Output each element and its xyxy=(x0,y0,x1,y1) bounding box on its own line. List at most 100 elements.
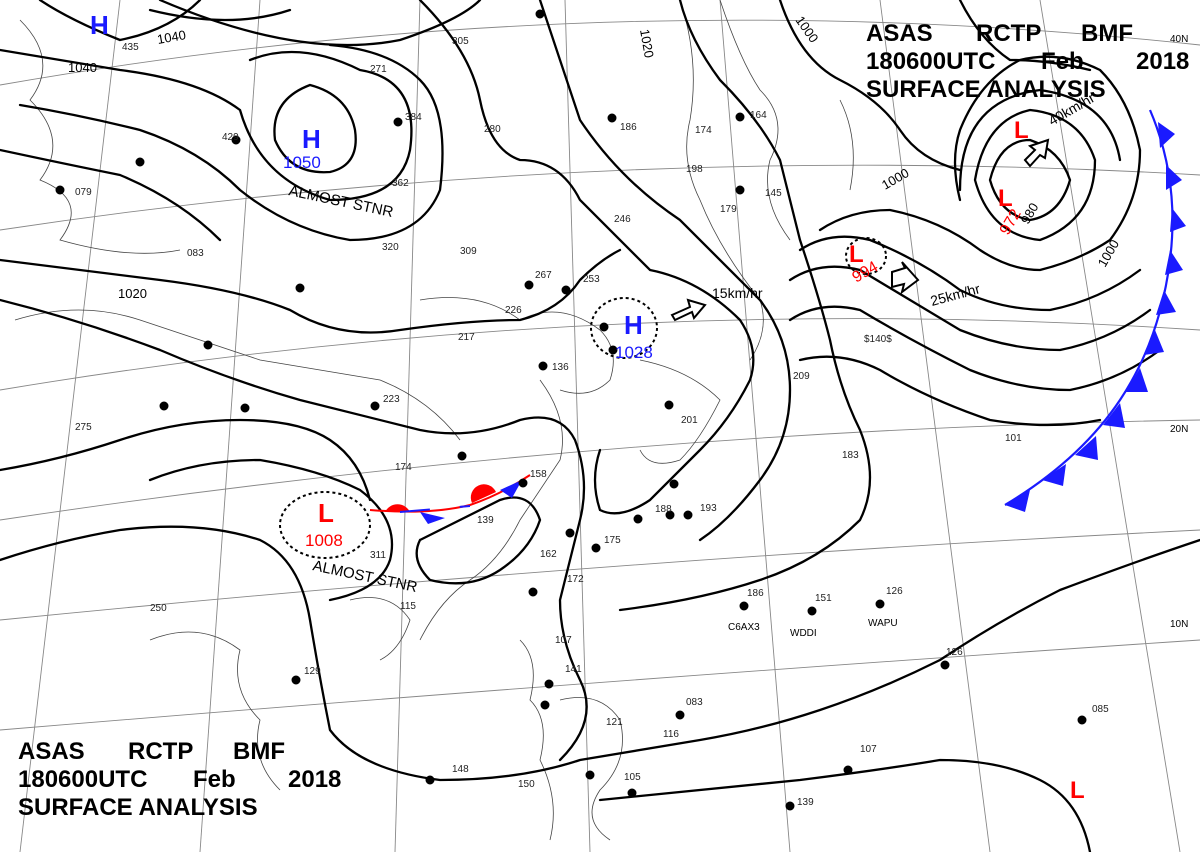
source-code: BMF xyxy=(1081,20,1133,47)
year: 2018 xyxy=(1136,48,1190,75)
station-value: 250 xyxy=(150,603,167,614)
station-value: 271 xyxy=(370,64,387,75)
product-line: SURFACE ANALYSIS xyxy=(866,76,1189,104)
isobar-label: 1020 xyxy=(637,28,657,59)
station-value: 174 xyxy=(695,125,712,136)
low-symbol: L xyxy=(849,241,864,268)
station-value: 175 xyxy=(604,535,621,546)
lat-label: 10N xyxy=(1170,619,1188,630)
station-value: 150 xyxy=(518,779,535,790)
motion-note: ALMOST STNR xyxy=(311,557,419,596)
isobar-label: 1000 xyxy=(793,13,822,45)
station-value: 172 xyxy=(567,574,584,585)
high-symbol: H xyxy=(624,310,643,340)
station-value: 139 xyxy=(797,797,814,808)
station-value: 101 xyxy=(1005,433,1022,444)
station-value: 079 xyxy=(75,187,92,198)
station-value: 085 xyxy=(1092,704,1109,715)
lat-label: 20N xyxy=(1170,424,1188,435)
agency-code: ASAS xyxy=(866,20,933,47)
product-line: SURFACE ANALYSIS xyxy=(18,794,341,822)
station-value: $140$ xyxy=(864,334,892,345)
motion-note: ALMOST STNR xyxy=(287,182,395,221)
station-value: 309 xyxy=(460,246,477,257)
movement-arrows xyxy=(670,138,1050,322)
station-markers xyxy=(55,9,1087,811)
low-symbol: L xyxy=(1070,777,1085,804)
station-value: 384 xyxy=(405,112,422,123)
isobar-label: 1000 xyxy=(879,165,912,192)
valid-time: 180600UTC xyxy=(866,48,996,75)
ship-call: WDDI xyxy=(790,628,817,639)
source-code: BMF xyxy=(233,738,285,765)
station-value: 121 xyxy=(606,717,623,728)
header-top-right: ASAS RCTP BMF 180600UTC Feb 2018 SURFACE… xyxy=(866,20,1189,104)
station-value: 280 xyxy=(484,124,501,135)
station-value: 183 xyxy=(842,450,859,461)
station-value: 209 xyxy=(793,371,810,382)
station-value: 198 xyxy=(686,164,703,175)
high-value: 1050 xyxy=(283,153,321,172)
low-value: 1008 xyxy=(305,531,343,550)
time-line: 180600UTC Feb 2018 xyxy=(866,48,1189,76)
station-value: 320 xyxy=(382,242,399,253)
station-value: 253 xyxy=(583,274,600,285)
station-value: 126 xyxy=(886,586,903,597)
low-symbol: L xyxy=(998,185,1013,212)
station-value: 083 xyxy=(187,248,204,259)
station-value: 179 xyxy=(720,204,737,215)
station-value: 164 xyxy=(750,110,767,121)
agency-line: ASAS RCTP BMF xyxy=(866,20,1189,48)
product-title: SURFACE ANALYSIS xyxy=(866,76,1106,103)
high-symbol: H xyxy=(302,124,321,154)
valid-time: 180600UTC xyxy=(18,766,148,793)
station-value: 107 xyxy=(860,744,877,755)
high-value: 1028 xyxy=(615,343,653,362)
cold-front xyxy=(1004,109,1186,512)
coastlines xyxy=(14,0,854,841)
station-value: 151 xyxy=(815,593,832,604)
latitude-labels: 40N 20N 10N xyxy=(1170,34,1188,630)
station-plots: 435 305 271 384 429 280 362 320 309 186 174 198 164 1… xyxy=(75,36,1109,808)
station-value: 136 xyxy=(552,362,569,373)
pressure-centers: H 1050 H 1028 L 1008 L 994 L 972 L L H xyxy=(90,10,1085,804)
station-value: 148 xyxy=(452,764,469,775)
station-value: 311 xyxy=(370,550,386,561)
station-code: RCTP xyxy=(128,738,194,765)
station-value: 193 xyxy=(700,503,717,514)
station-value: 126 xyxy=(946,647,963,658)
low-symbol: L xyxy=(1014,117,1029,144)
station-value: 267 xyxy=(535,270,552,281)
station-value: 141 xyxy=(565,664,582,675)
station-value: 105 xyxy=(624,772,641,783)
low-symbol: L xyxy=(318,498,334,528)
ship-call: C6AX3 xyxy=(728,622,760,633)
isobar-label: 1000 xyxy=(1095,237,1122,270)
ship-callsigns: C6AX3 WDDI WAPU xyxy=(728,618,898,639)
station-value: 145 xyxy=(765,188,782,199)
station-value: 246 xyxy=(614,214,631,225)
station-value: 223 xyxy=(383,394,400,405)
agency-line: ASAS RCTP BMF xyxy=(18,738,341,766)
station-value: 186 xyxy=(620,122,637,133)
station-value: 083 xyxy=(686,697,703,708)
station-value: 158 xyxy=(530,469,547,480)
isobar-label: 1040 xyxy=(68,60,97,75)
motion-note: 25km/hr xyxy=(929,280,982,309)
ship-call: WAPU xyxy=(868,618,898,629)
station-value: 188 xyxy=(655,504,672,515)
station-value: 362 xyxy=(392,178,409,189)
station-value: 116 xyxy=(663,729,679,740)
station-value: 217 xyxy=(458,332,475,343)
station-value: 115 xyxy=(400,601,416,612)
lat-label: 40N xyxy=(1170,34,1188,45)
station-value: 107 xyxy=(555,635,572,646)
agency-code: ASAS xyxy=(18,738,85,765)
year: 2018 xyxy=(288,766,342,793)
month: Feb xyxy=(1041,48,1084,75)
station-code: RCTP xyxy=(976,20,1042,47)
high-symbol: H xyxy=(90,10,109,40)
header-bottom-left: ASAS RCTP BMF 180600UTC Feb 2018 SURFACE… xyxy=(18,738,341,822)
